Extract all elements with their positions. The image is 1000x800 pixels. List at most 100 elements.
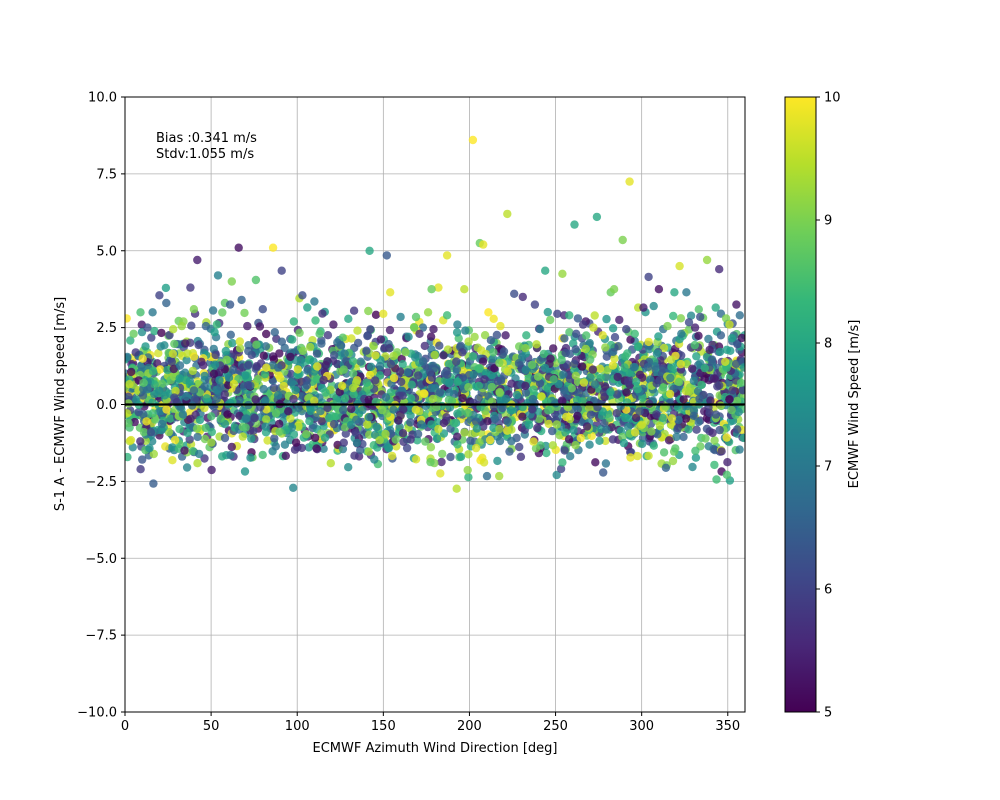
data-point	[339, 438, 348, 447]
data-point	[708, 428, 717, 438]
data-point	[362, 346, 371, 355]
data-point	[375, 436, 384, 445]
data-point	[733, 425, 742, 434]
data-point	[600, 418, 609, 428]
data-point	[383, 368, 392, 377]
data-point	[363, 420, 372, 429]
data-point	[398, 360, 407, 369]
data-point	[183, 349, 192, 358]
data-point	[560, 446, 569, 455]
data-point	[444, 379, 454, 388]
data-point	[251, 395, 260, 404]
data-point	[240, 308, 249, 318]
data-point	[734, 407, 743, 417]
data-point	[126, 336, 135, 345]
data-point	[586, 355, 595, 364]
data-point	[316, 407, 325, 416]
data-point	[529, 385, 538, 394]
data-point	[370, 455, 379, 464]
data-point	[162, 405, 171, 414]
data-point	[453, 320, 462, 329]
data-point	[348, 357, 358, 366]
data-point	[589, 323, 598, 332]
data-point	[180, 446, 189, 455]
data-point	[297, 443, 306, 453]
data-point	[649, 301, 658, 311]
data-point	[727, 405, 736, 415]
data-point	[510, 289, 519, 298]
data-point	[532, 340, 541, 349]
data-point	[688, 364, 697, 373]
data-point	[207, 427, 216, 437]
data-point	[160, 391, 169, 400]
data-point	[574, 388, 584, 398]
x-tick-label: 300	[629, 719, 654, 734]
data-point	[717, 447, 726, 456]
data-point	[185, 435, 194, 444]
data-point	[535, 414, 544, 424]
data-point	[259, 384, 268, 394]
data-point	[507, 425, 516, 434]
data-point	[255, 322, 265, 331]
data-point	[590, 311, 599, 320]
data-point	[413, 429, 423, 439]
data-point	[484, 308, 493, 317]
data-point	[138, 455, 147, 464]
data-point	[289, 394, 298, 404]
data-point	[485, 435, 495, 445]
data-point	[488, 354, 498, 363]
data-point	[244, 346, 253, 356]
data-point	[406, 435, 415, 444]
data-point	[701, 434, 710, 443]
data-point	[175, 361, 185, 370]
data-point	[530, 300, 540, 309]
data-point	[286, 369, 295, 379]
data-point	[643, 363, 653, 372]
data-point	[228, 338, 237, 348]
data-point	[463, 465, 472, 475]
data-point	[542, 448, 551, 458]
data-point	[442, 311, 452, 320]
data-point	[129, 329, 138, 338]
data-point	[418, 357, 428, 366]
data-point	[289, 317, 298, 326]
data-point	[338, 405, 348, 415]
data-point	[541, 266, 550, 275]
data-point	[305, 417, 314, 426]
data-point	[702, 255, 712, 265]
data-point	[177, 321, 186, 331]
data-point	[155, 291, 164, 300]
data-point	[552, 420, 561, 429]
data-point	[170, 339, 179, 349]
data-point	[141, 342, 150, 351]
data-point	[212, 394, 221, 404]
data-point	[573, 314, 583, 323]
data-point	[624, 377, 633, 386]
data-point	[633, 342, 643, 352]
data-point	[296, 355, 306, 365]
data-point	[351, 428, 360, 437]
data-point	[209, 369, 219, 378]
data-point	[715, 347, 725, 357]
data-point	[426, 332, 436, 341]
data-point	[139, 384, 148, 394]
data-point	[414, 371, 423, 380]
data-point	[387, 451, 397, 461]
data-point	[553, 309, 562, 318]
data-point	[224, 373, 234, 382]
data-point	[429, 325, 438, 334]
data-point	[150, 326, 159, 336]
data-point	[277, 266, 286, 275]
data-point	[427, 383, 436, 393]
data-point	[319, 444, 328, 453]
data-point	[147, 333, 156, 342]
data-point	[622, 388, 631, 397]
data-point	[667, 414, 677, 423]
data-point	[565, 328, 574, 337]
data-point	[138, 354, 147, 363]
data-point	[125, 452, 132, 462]
data-point	[136, 308, 145, 317]
data-point	[340, 349, 349, 358]
data-point	[365, 370, 375, 380]
data-point	[244, 360, 253, 369]
